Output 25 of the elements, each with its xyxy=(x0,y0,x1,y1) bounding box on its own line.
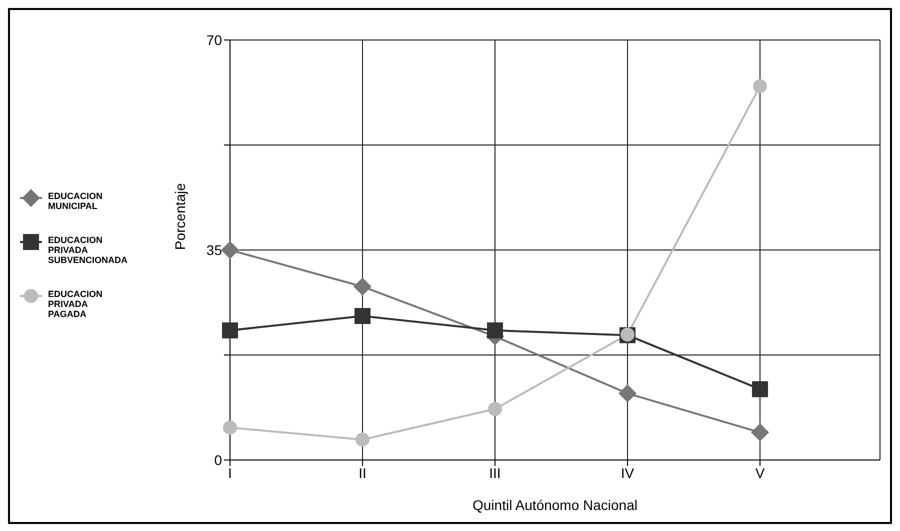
x-tick-label: II xyxy=(358,464,366,481)
point xyxy=(221,241,239,259)
point xyxy=(222,322,238,338)
point xyxy=(354,308,370,324)
point xyxy=(356,432,370,447)
x-axis-title: Quintil Autónomo Nacional xyxy=(472,497,638,513)
point xyxy=(487,322,503,338)
legend-label: EDUCACION MUNICIPAL xyxy=(48,191,104,211)
x-tick-label: III xyxy=(489,464,501,481)
point xyxy=(752,381,768,398)
y-tick-label: 35 xyxy=(206,242,222,258)
point xyxy=(618,384,636,402)
point xyxy=(354,278,372,296)
x-tick-label: I xyxy=(228,464,232,481)
x-tick-label: V xyxy=(755,464,766,481)
y-tick-label: 0 xyxy=(214,452,222,468)
point xyxy=(223,420,237,435)
point xyxy=(751,423,769,442)
x-tick-label: IV xyxy=(620,464,635,481)
legend-label: EDUCACION PRIVADA SUBVENCIONADA xyxy=(48,235,128,265)
point xyxy=(753,79,767,94)
y-tick-label: 70 xyxy=(206,32,222,48)
legend-label: EDUCACION PRIVADA PAGADA xyxy=(48,289,104,319)
point xyxy=(488,402,502,416)
y-axis-title: Porcentaje xyxy=(172,182,188,250)
